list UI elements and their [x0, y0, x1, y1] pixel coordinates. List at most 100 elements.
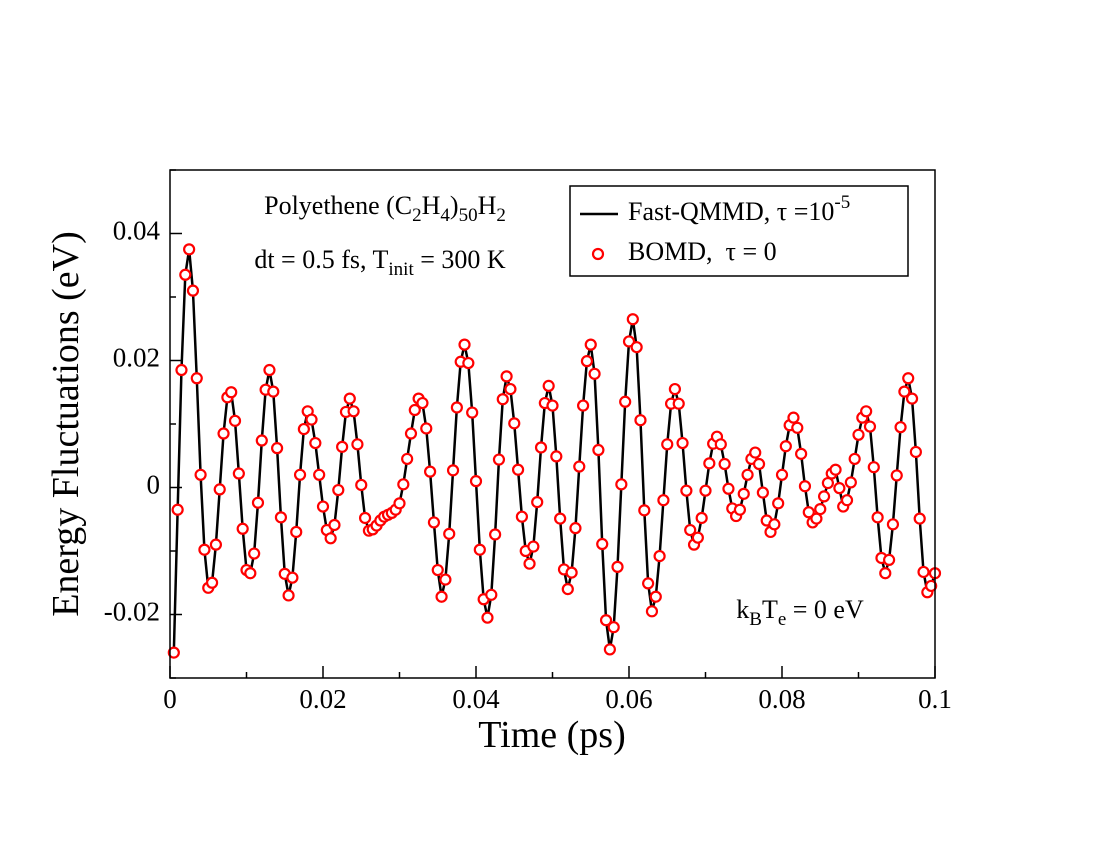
data-point — [554, 512, 567, 525]
y-tick-label: 0.02 — [113, 343, 160, 373]
data-point — [416, 396, 429, 410]
data-point — [515, 510, 529, 523]
data-point — [523, 557, 536, 570]
data-point — [286, 571, 299, 584]
data-point — [852, 428, 865, 441]
data-point — [779, 440, 792, 453]
data-point — [489, 528, 502, 541]
annotation-part: e — [778, 609, 786, 630]
data-point — [504, 382, 517, 396]
data-point — [443, 527, 456, 540]
data-point — [404, 427, 418, 440]
y-tick-label: -0.02 — [104, 597, 160, 627]
legend-label: BOMD, τ = 0 — [628, 237, 777, 266]
data-point — [684, 523, 697, 537]
data-point — [756, 486, 769, 499]
data-point — [427, 516, 441, 529]
data-point — [171, 503, 184, 516]
data-point — [603, 643, 616, 656]
annotation-part: H — [478, 191, 497, 220]
data-point — [680, 484, 693, 497]
x-axis-label: Time (ps) — [478, 714, 625, 756]
data-point — [722, 482, 735, 495]
data-point — [775, 468, 789, 481]
data-point — [848, 452, 861, 466]
data-point — [248, 547, 261, 560]
data-point — [167, 646, 180, 659]
data-point — [752, 457, 766, 471]
data-point — [194, 468, 207, 481]
data-point — [305, 413, 318, 426]
data-point — [462, 356, 475, 370]
data-point — [787, 411, 800, 424]
data-point — [450, 401, 463, 414]
data-point — [791, 421, 804, 434]
data-point — [228, 414, 242, 427]
annotation-part: = 300 K — [414, 245, 506, 274]
data-point — [890, 469, 903, 482]
data-point — [741, 468, 754, 481]
data-point — [668, 382, 682, 396]
data-point — [676, 436, 689, 450]
annotation-part: dt = 0.5 fs, T — [254, 245, 388, 274]
x-tick-label: 0.02 — [299, 684, 346, 714]
data-point — [439, 573, 452, 586]
x-tick-label: 0.04 — [452, 684, 500, 714]
annotation-part: 4 — [440, 205, 450, 226]
data-point — [343, 392, 356, 405]
data-point — [695, 511, 708, 525]
x-tick-label: 0.08 — [758, 684, 805, 714]
data-point — [175, 363, 188, 377]
data-point — [542, 379, 555, 392]
data-point — [267, 385, 280, 398]
data-point — [297, 422, 310, 436]
data-point — [466, 406, 479, 419]
data-point — [817, 490, 831, 503]
annotation: kBTe = 0 eV — [736, 595, 864, 630]
data-point — [802, 506, 815, 519]
data-point — [313, 468, 326, 481]
data-point — [902, 372, 915, 385]
data-point — [213, 483, 226, 496]
data-point — [324, 532, 337, 545]
data-point — [236, 522, 249, 535]
data-point — [772, 497, 785, 510]
annotation-part: ) — [450, 191, 459, 220]
data-point — [913, 512, 926, 525]
data-point — [271, 442, 284, 455]
data-point — [917, 565, 930, 579]
data-point — [446, 464, 460, 477]
data-point — [481, 611, 494, 624]
data-point — [576, 399, 590, 412]
data-point — [316, 500, 330, 513]
data-point — [251, 496, 265, 509]
data-point — [611, 560, 624, 573]
data-point — [209, 538, 222, 551]
legend-label-part: -5 — [834, 192, 850, 213]
data-point — [599, 614, 613, 627]
annotation: Polyethene (C2H4)50H2 — [264, 191, 506, 226]
data-point — [925, 579, 938, 593]
data-point — [588, 367, 601, 380]
data-point — [580, 355, 594, 368]
data-point — [860, 405, 873, 418]
data-point — [699, 484, 712, 497]
data-point — [469, 475, 483, 488]
data-point — [244, 567, 257, 580]
data-point — [355, 478, 368, 492]
x-tick-label: 0.1 — [918, 684, 952, 714]
plot-frame — [169, 169, 936, 679]
data-point — [293, 468, 307, 481]
annotation-part: 50 — [459, 205, 478, 226]
data-point — [179, 268, 192, 281]
annotation-part: k — [736, 595, 749, 624]
x-tick-label: 0.06 — [605, 684, 652, 714]
data-point — [882, 553, 896, 566]
data-point — [672, 397, 685, 410]
data-point — [485, 588, 498, 601]
data-point — [205, 576, 219, 589]
y-axis-label: Energy Fluctuations (eV) — [45, 231, 87, 617]
data-point — [795, 447, 808, 460]
